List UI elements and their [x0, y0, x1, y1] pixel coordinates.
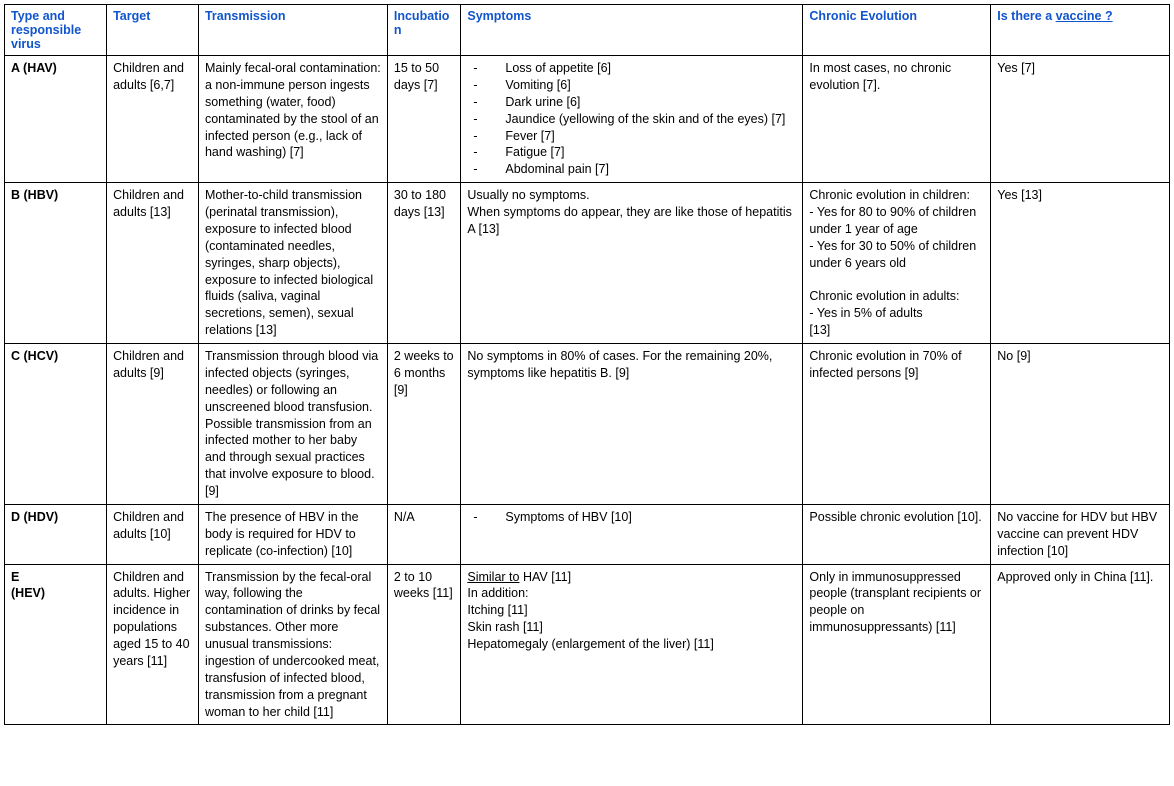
cell-vaccine: No vaccine for HDV but HBV vaccine can p…	[991, 504, 1170, 564]
type-label: B (HBV)	[11, 187, 100, 204]
cell-transmission: Mother-to-child transmission (perinatal …	[198, 183, 387, 344]
cell-symptoms: Usually no symptoms. When symptoms do ap…	[461, 183, 803, 344]
cell-transmission: Transmission through blood via infected …	[198, 344, 387, 505]
cell-chronic: Chronic evolution in children: - Yes for…	[803, 183, 991, 344]
chronic-text: Chronic evolution in 70% of infected per…	[809, 348, 984, 382]
symptom-item: Dark urine [6]	[487, 94, 796, 111]
cell-type: D (HDV)	[5, 504, 107, 564]
col-header-vaccine: Is there a vaccine ?	[991, 5, 1170, 56]
symptom-item: Vomiting [6]	[487, 77, 796, 94]
table-row: E (HEV)Children and adults. Higher incid…	[5, 564, 1170, 725]
cell-chronic: Only in immunosuppressed people (transpl…	[803, 564, 991, 725]
col-header-transmission: Transmission	[198, 5, 387, 56]
cell-symptoms: No symptoms in 80% of cases. For the rem…	[461, 344, 803, 505]
cell-transmission: Transmission by the fecal-oral way, foll…	[198, 564, 387, 725]
col-header-chronic: Chronic Evolution	[803, 5, 991, 56]
cell-transmission: Mainly fecal-oral contamination: a non-i…	[198, 56, 387, 183]
vaccine-link[interactable]: vaccine ?	[1056, 9, 1113, 23]
header-text: Is there a	[997, 9, 1055, 23]
symptoms-text: Usually no symptoms. When symptoms do ap…	[467, 187, 796, 238]
symptoms-underlined: Similar to	[467, 570, 519, 584]
type-label: C (HCV)	[11, 348, 100, 365]
cell-type: A (HAV)	[5, 56, 107, 183]
chronic-text: Only in immunosuppressed people (transpl…	[809, 569, 984, 637]
cell-target: Children and adults [10]	[107, 504, 199, 564]
cell-symptoms: Loss of appetite [6]Vomiting [6]Dark uri…	[461, 56, 803, 183]
col-header-target: Target	[107, 5, 199, 56]
cell-target: Children and adults [13]	[107, 183, 199, 344]
cell-symptoms: Symptoms of HBV [10]	[461, 504, 803, 564]
type-label: D (HDV)	[11, 509, 100, 526]
cell-type: C (HCV)	[5, 344, 107, 505]
cell-symptoms: Similar to HAV [11] In addition: Itching…	[461, 564, 803, 725]
cell-target: Children and adults. Higher incidence in…	[107, 564, 199, 725]
chronic-text: Possible chronic evolution [10].	[809, 509, 984, 526]
symptoms-list: Loss of appetite [6]Vomiting [6]Dark uri…	[467, 60, 796, 178]
symptom-item: Loss of appetite [6]	[487, 60, 796, 77]
symptom-item: Fever [7]	[487, 128, 796, 145]
hepatitis-table: Type and responsible virusTargetTransmis…	[4, 4, 1170, 725]
cell-target: Children and adults [9]	[107, 344, 199, 505]
cell-incubation: N/A	[387, 504, 461, 564]
col-header-symptoms: Symptoms	[461, 5, 803, 56]
cell-chronic: Possible chronic evolution [10].	[803, 504, 991, 564]
cell-incubation: 15 to 50 days [7]	[387, 56, 461, 183]
symptoms-text: Similar to HAV [11] In addition: Itching…	[467, 569, 796, 653]
cell-vaccine: No [9]	[991, 344, 1170, 505]
cell-chronic: In most cases, no chronic evolution [7].	[803, 56, 991, 183]
cell-type: E (HEV)	[5, 564, 107, 725]
col-header-type: Type and responsible virus	[5, 5, 107, 56]
cell-vaccine: Yes [13]	[991, 183, 1170, 344]
cell-incubation: 2 weeks to 6 months [9]	[387, 344, 461, 505]
symptoms-list: Symptoms of HBV [10]	[467, 509, 796, 526]
symptom-item: Symptoms of HBV [10]	[487, 509, 796, 526]
symptom-item: Abdominal pain [7]	[487, 161, 796, 178]
cell-chronic: Chronic evolution in 70% of infected per…	[803, 344, 991, 505]
cell-incubation: 2 to 10 weeks [11]	[387, 564, 461, 725]
table-row: A (HAV) Children and adults [6,7]Mainly f…	[5, 56, 1170, 183]
symptoms-text: No symptoms in 80% of cases. For the rem…	[467, 348, 796, 382]
cell-incubation: 30 to 180 days [13]	[387, 183, 461, 344]
col-header-incubation: Incubation	[387, 5, 461, 56]
type-label: E (HEV)	[11, 569, 100, 603]
table-row: C (HCV) Children and adults [9]Transmissi…	[5, 344, 1170, 505]
cell-vaccine: Yes [7]	[991, 56, 1170, 183]
symptom-item: Fatigue [7]	[487, 144, 796, 161]
cell-target: Children and adults [6,7]	[107, 56, 199, 183]
table-row: B (HBV) Children and adults [13]Mother-to…	[5, 183, 1170, 344]
table-header-row: Type and responsible virusTargetTransmis…	[5, 5, 1170, 56]
type-label: A (HAV)	[11, 60, 100, 77]
table-row: D (HDV) Children and adults [10]The prese…	[5, 504, 1170, 564]
cell-transmission: The presence of HBV in the body is requi…	[198, 504, 387, 564]
chronic-text: In most cases, no chronic evolution [7].	[809, 60, 984, 94]
chronic-text: Chronic evolution in children: - Yes for…	[809, 187, 984, 339]
cell-type: B (HBV)	[5, 183, 107, 344]
cell-vaccine: Approved only in China [11].	[991, 564, 1170, 725]
symptom-item: Jaundice (yellowing of the skin and of t…	[487, 111, 796, 128]
